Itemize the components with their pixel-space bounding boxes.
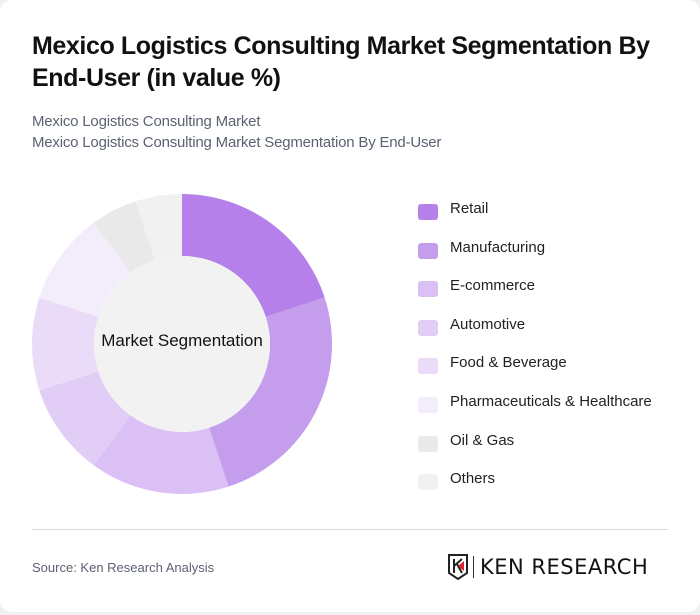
chart-subtitle-market: Mexico Logistics Consulting Market <box>32 113 261 130</box>
legend-label: Oil & Gas <box>450 431 515 449</box>
donut-slice-oil-gas <box>93 201 155 273</box>
donut-slice-retail <box>182 194 325 317</box>
legend-label: Manufacturing <box>450 238 546 256</box>
legend-swatch-icon <box>418 435 438 452</box>
legend-label: Food & Beverage <box>450 354 567 372</box>
legend-label: E-commerce <box>450 277 536 295</box>
legend-swatch-icon <box>418 474 438 491</box>
legend-swatch-icon <box>418 204 438 220</box>
ken-research-logo: KEN RESEARCH <box>447 554 648 580</box>
chart-subtitle-segmentation: Mexico Logistics Consulting Market Segme… <box>32 134 442 151</box>
legend-label: Retail <box>450 200 489 217</box>
donut-slice-food-beverage <box>32 297 99 391</box>
donut-hole <box>94 256 270 432</box>
donut-chart <box>32 194 332 494</box>
legend-swatch-icon <box>418 319 438 336</box>
donut-slice-manufacturing <box>209 297 332 487</box>
donut-slice-e-commerce <box>93 415 229 494</box>
legend-swatch-icon <box>418 242 438 259</box>
legend-label: Pharmaceuticals & Healthcare <box>450 392 652 410</box>
legend-label: Automotive <box>450 315 526 333</box>
source-note: Source: Ken Research Analysis <box>32 560 215 575</box>
donut-slice-others <box>135 194 182 261</box>
donut-center-label: Market Segmentation <box>101 331 263 350</box>
logo-text: KEN RESEARCH <box>480 555 649 579</box>
chart-title: Mexico Logistics Consulting Market Segme… <box>32 32 650 92</box>
footer-divider <box>32 529 668 530</box>
legend-swatch-icon <box>418 281 438 298</box>
ken-shield-icon <box>448 554 468 580</box>
logo-separator <box>473 556 474 578</box>
donut-slice-pharmaceuticals-healthcare <box>39 222 131 317</box>
legend-swatch-icon <box>418 396 438 413</box>
legend-label: Others <box>450 470 496 488</box>
donut-slice-automotive <box>39 371 131 466</box>
legend-swatch-icon <box>418 358 438 375</box>
